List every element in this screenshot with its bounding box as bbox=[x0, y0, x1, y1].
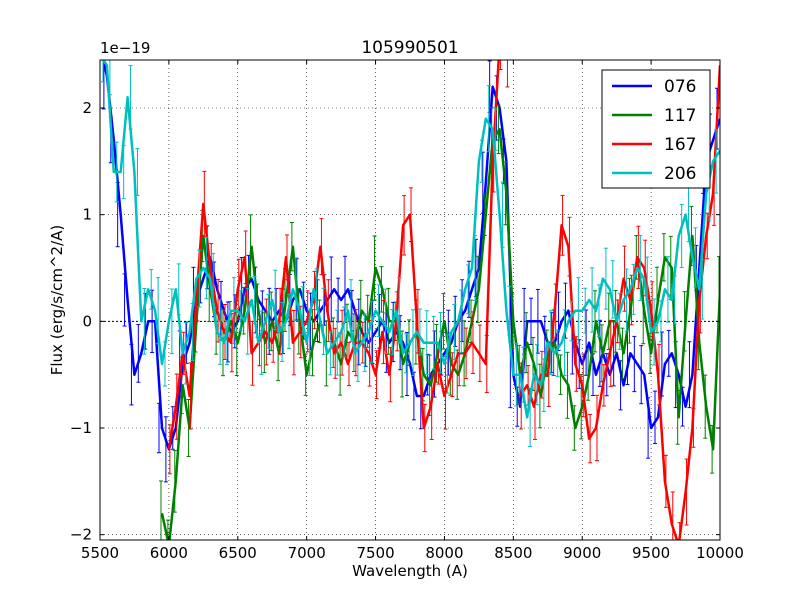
x-tick-label: 7500 bbox=[356, 544, 394, 562]
x-tick-label: 7000 bbox=[288, 544, 326, 562]
x-tick-label: 9500 bbox=[632, 544, 670, 562]
x-tick-label: 6500 bbox=[219, 544, 257, 562]
y-tick-label: −1 bbox=[70, 419, 92, 437]
series-line-206 bbox=[101, 60, 720, 419]
legend-label: 076 bbox=[664, 77, 696, 97]
y-tick-label: 1 bbox=[82, 206, 92, 224]
chart-title: 105990501 bbox=[361, 38, 458, 58]
y-tick-label: −2 bbox=[70, 526, 92, 544]
x-tick-label: 9000 bbox=[563, 544, 601, 562]
x-tick-label: 5500 bbox=[81, 544, 119, 562]
x-tick-label: 8500 bbox=[494, 544, 532, 562]
x-axis-label: Wavelength (A) bbox=[352, 562, 468, 580]
legend-box bbox=[601, 69, 711, 189]
legend-label: 206 bbox=[664, 164, 696, 184]
y-tick-label: 0 bbox=[82, 312, 92, 330]
x-tick-label: 6000 bbox=[150, 544, 188, 562]
legend-label: 167 bbox=[664, 135, 696, 155]
series-line-076 bbox=[102, 60, 720, 451]
y-offset-label: 1e−19 bbox=[100, 39, 150, 57]
plot-frame bbox=[99, 59, 721, 541]
x-tick-label: 10000 bbox=[696, 544, 744, 562]
y-axis-label: Flux (erg/s/cm^2/A) bbox=[48, 225, 66, 376]
legend: 076 117 167 206 bbox=[601, 69, 711, 189]
y-tick-label: 2 bbox=[82, 99, 92, 117]
legend-label: 117 bbox=[664, 106, 696, 126]
series-206 bbox=[101, 60, 720, 447]
axis-ticks: 5500 6000 6500 7000 7500 8000 8500 9000 9500 1000… bbox=[70, 60, 744, 562]
x-tick-label: 8000 bbox=[425, 544, 463, 562]
